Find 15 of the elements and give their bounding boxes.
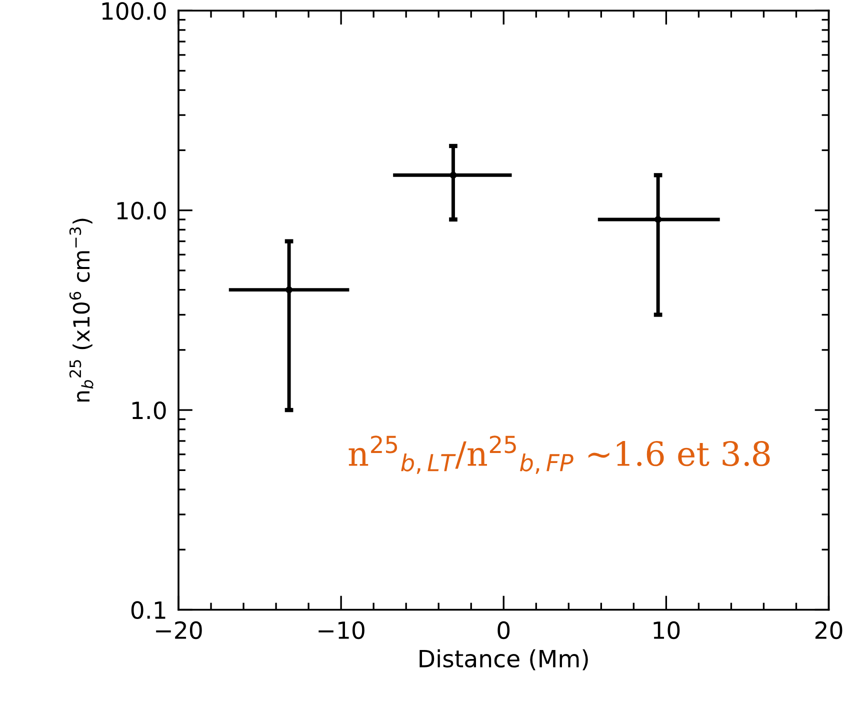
x-tick-label: −20 xyxy=(156,621,202,640)
point xyxy=(654,216,662,223)
x-tick-label: 0 xyxy=(498,621,510,640)
annotation: n$^{25}$$_{b,LT}$/n$^{25}$$_{b,FP}$ ~1.6 et 3.8 xyxy=(348,436,770,474)
y-tick-label: 1.0 xyxy=(132,401,166,420)
x-tick-label: 20 xyxy=(815,621,842,640)
point xyxy=(286,286,293,294)
y-axis-title: n$_{b}$$^{25}$ (x10$^{6}$ cm$^{−3}$) xyxy=(69,218,94,402)
x-axis-title: Distance (Mm) xyxy=(420,649,588,670)
y-tick-label: 100.0 xyxy=(102,2,166,20)
x-tick-label: 10 xyxy=(654,621,680,640)
y-tick-label: 0.1 xyxy=(131,601,166,620)
x-tick-label: −10 xyxy=(318,621,364,640)
point xyxy=(450,172,457,179)
y-tick-label: 10.0 xyxy=(117,202,166,220)
